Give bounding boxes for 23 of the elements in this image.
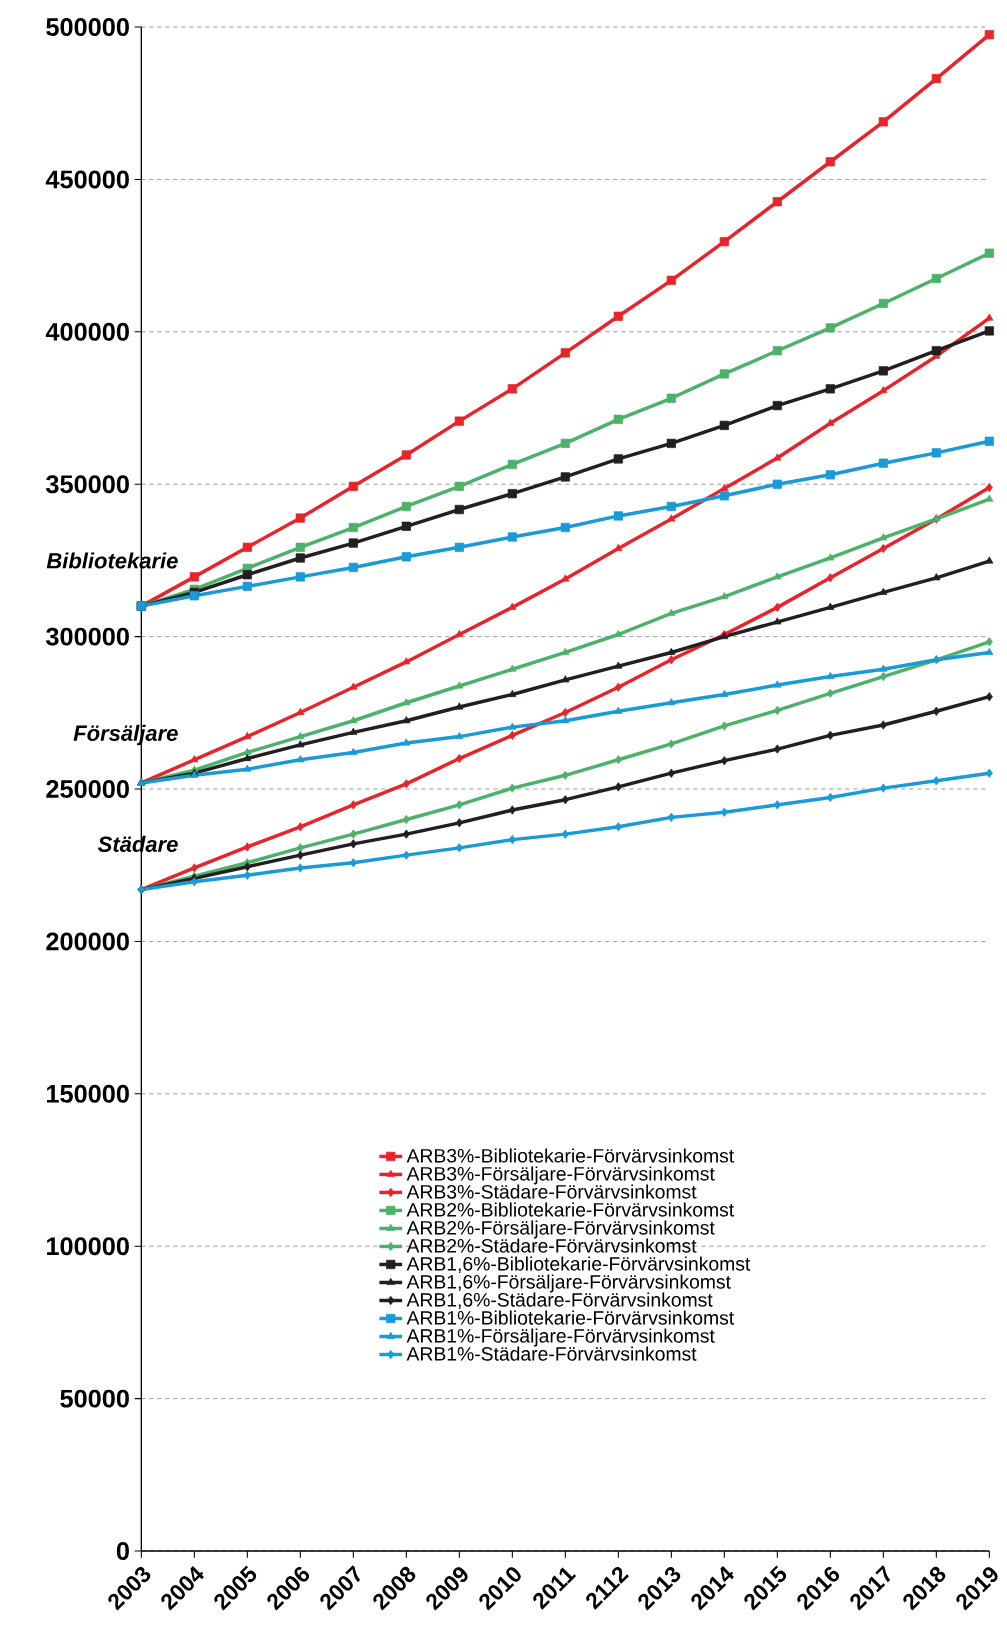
legend-label: ARB3%-Städare-Förvärvsinkomst bbox=[406, 1184, 697, 1199]
y-tick-label: 150000 bbox=[47, 1084, 129, 1103]
legend-label: ARB1,6%-Bibliotekarie-Förvärvsinkomst bbox=[406, 1256, 751, 1273]
y-tick-label: 200000 bbox=[46, 932, 129, 951]
y-tick-label: 0 bbox=[116, 1542, 129, 1560]
legend-label: ARB1%-Försäljare-Förvärvsinkomst bbox=[406, 1328, 715, 1347]
legend-label: ARB1%-Bibliotekarie-Förvärvsinkomst bbox=[406, 1310, 735, 1325]
y-tick-label: 400000 bbox=[45, 322, 129, 341]
y-tick-label: 50000 bbox=[60, 1389, 129, 1408]
legend-label: ARB2%-Städare-Förvärvsinkomst bbox=[406, 1238, 697, 1253]
y-tick-label: 300000 bbox=[46, 627, 129, 646]
legend-label: ARB3%-Bibliotekarie-Förvärvsinkomst bbox=[406, 1148, 735, 1163]
legend-label: ARB1%-Städare-Förvärvsinkomst bbox=[406, 1346, 697, 1361]
legend-label: ARB1,6%-Försäljare-Förvärvsinkomst bbox=[406, 1274, 731, 1293]
y-tick-label: 450000 bbox=[45, 170, 129, 189]
y-tick-label: 250000 bbox=[46, 780, 129, 798]
legend-label: ARB1,6%-Städare-Förvärvsinkomst bbox=[406, 1292, 713, 1309]
legend-label: ARB2%-Försäljare-Förvärvsinkomst bbox=[406, 1220, 715, 1239]
legend-label: ARB3%-Försäljare-Förvärvsinkomst bbox=[406, 1166, 715, 1185]
legend-label: ARB2%-Bibliotekarie-Förvärvsinkomst bbox=[406, 1202, 735, 1217]
y-tick-label: 350000 bbox=[46, 475, 129, 494]
y-tick-label: 500000 bbox=[46, 18, 129, 37]
y-tick-label: 100000 bbox=[47, 1237, 129, 1256]
